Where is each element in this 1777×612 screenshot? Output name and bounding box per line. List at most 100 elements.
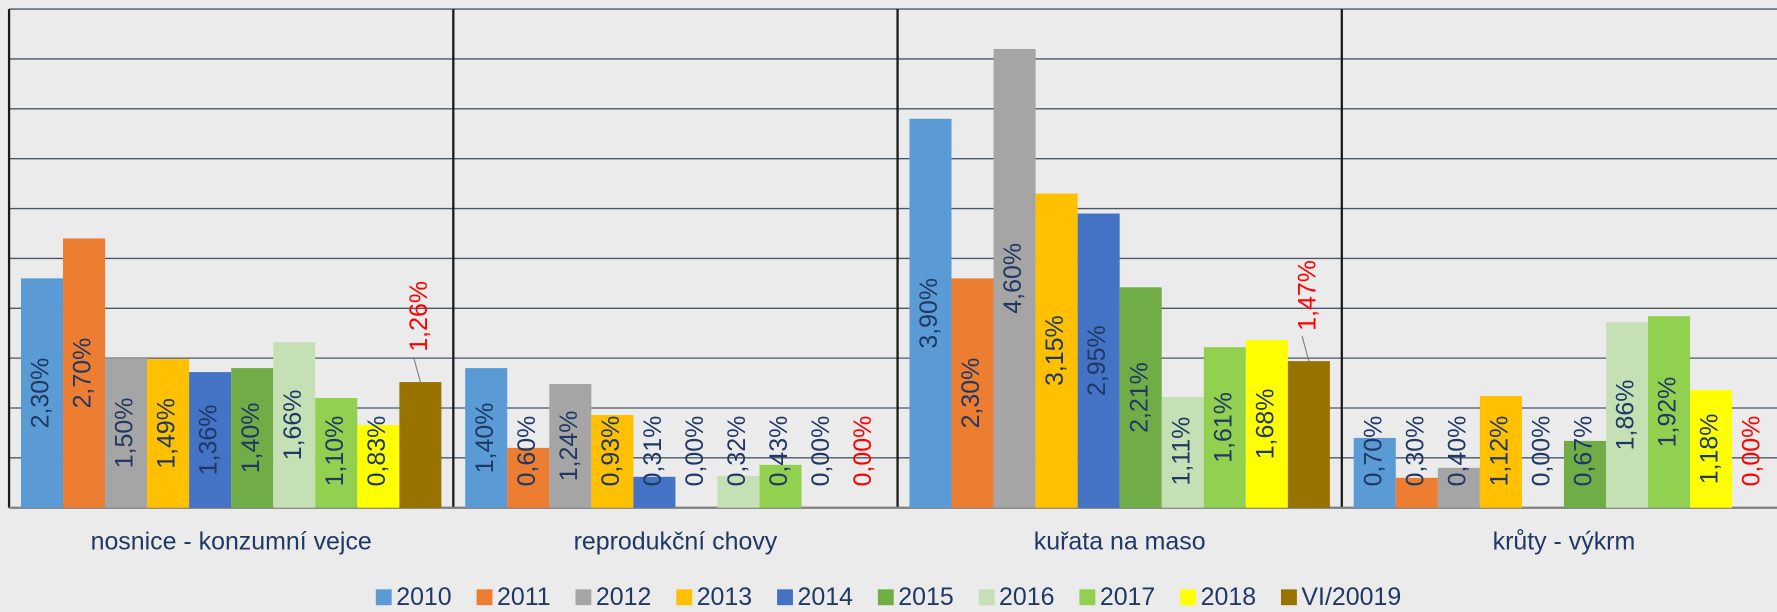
legend-swatch bbox=[777, 589, 793, 606]
data-label: 0,67% bbox=[1570, 416, 1598, 487]
data-label: 1,11% bbox=[1167, 417, 1195, 486]
leader-line bbox=[1301, 336, 1310, 362]
bar bbox=[105, 358, 148, 508]
bar bbox=[399, 382, 442, 508]
bar bbox=[147, 359, 190, 508]
data-label: 1,40% bbox=[237, 403, 265, 474]
data-label: 1,36% bbox=[195, 405, 223, 476]
bar bbox=[189, 372, 232, 508]
bar bbox=[1353, 437, 1396, 508]
data-label: 1,50% bbox=[111, 398, 139, 469]
bar bbox=[1287, 361, 1330, 508]
bar bbox=[315, 398, 358, 508]
bar bbox=[1161, 397, 1204, 508]
data-label: 0,00% bbox=[1738, 416, 1766, 487]
bar bbox=[1035, 193, 1078, 508]
legend-swatch bbox=[1180, 589, 1197, 606]
data-label: 1,49% bbox=[153, 398, 181, 469]
data-label: 1,61% bbox=[1209, 392, 1237, 463]
legend-label: 2011 bbox=[497, 583, 551, 611]
bar bbox=[273, 342, 316, 508]
data-label: 1,92% bbox=[1654, 377, 1682, 448]
data-label: 1,40% bbox=[471, 403, 499, 474]
data-label: 0,00% bbox=[681, 416, 709, 487]
legend-label: VI/20019 bbox=[1301, 583, 1401, 611]
legend-swatch bbox=[877, 589, 894, 606]
bar bbox=[1119, 287, 1162, 508]
data-label: 0,00% bbox=[807, 416, 835, 487]
legend-label: 2017 bbox=[1100, 583, 1155, 611]
data-label: 0,70% bbox=[1359, 416, 1387, 487]
bar bbox=[993, 48, 1036, 508]
data-label: 2,30% bbox=[27, 358, 55, 429]
bar bbox=[357, 424, 400, 508]
bar bbox=[20, 278, 64, 508]
data-label: 4,60% bbox=[999, 243, 1027, 314]
bar bbox=[1605, 322, 1649, 508]
bar bbox=[465, 368, 508, 508]
data-label: 2,30% bbox=[957, 358, 985, 429]
legend-label: 2014 bbox=[797, 583, 853, 611]
legend-label: 2013 bbox=[697, 583, 752, 611]
data-label: 0,30% bbox=[1401, 416, 1429, 487]
data-label: 0,32% bbox=[723, 416, 751, 487]
bar bbox=[231, 368, 274, 508]
data-label: 0,83% bbox=[363, 416, 391, 487]
data-label: 1,86% bbox=[1612, 380, 1640, 451]
bar bbox=[909, 118, 952, 508]
legend-label: 2015 bbox=[898, 583, 953, 611]
bar bbox=[1437, 467, 1480, 508]
bar bbox=[507, 447, 550, 508]
data-label: 3,15% bbox=[1041, 315, 1069, 386]
legend: 2010 2011 2012 2013 2014 2015 2016 2017 2018 VI/2… bbox=[375, 583, 1401, 611]
data-label: 1,12% bbox=[1485, 416, 1513, 487]
legend-swatch bbox=[375, 589, 392, 606]
data-label: 2,21% bbox=[1125, 362, 1153, 433]
x-tick-label: kuřata na maso bbox=[1034, 527, 1206, 555]
legend-label: 2012 bbox=[596, 583, 651, 611]
bar bbox=[633, 476, 676, 508]
leader-line bbox=[413, 356, 421, 383]
bar bbox=[759, 464, 802, 508]
legend-label: 2016 bbox=[999, 583, 1054, 611]
legend-label: 2018 bbox=[1201, 583, 1256, 611]
legend-swatch bbox=[476, 589, 493, 606]
data-label: 0,43% bbox=[765, 416, 793, 487]
x-tick-label: krůty - výkrm bbox=[1493, 527, 1636, 555]
bar bbox=[1648, 316, 1691, 508]
x-tick-label: reprodukční chovy bbox=[574, 527, 778, 555]
data-label: 1,47% bbox=[1293, 260, 1321, 331]
x-tick-label: nosnice - konzumní vejce bbox=[91, 527, 372, 555]
bar bbox=[951, 278, 994, 508]
legend-label: 2010 bbox=[396, 583, 451, 611]
bar bbox=[1479, 396, 1522, 508]
data-label: 1,10% bbox=[321, 416, 349, 487]
bar bbox=[1690, 390, 1733, 508]
legend-swatch bbox=[676, 589, 693, 606]
data-label: 2,95% bbox=[1083, 325, 1111, 396]
data-label: 0,60% bbox=[513, 416, 541, 487]
legend-swatch bbox=[575, 589, 592, 606]
data-label: 0,00% bbox=[849, 416, 877, 487]
bar bbox=[591, 414, 634, 508]
bar bbox=[1203, 347, 1246, 508]
bar bbox=[1245, 340, 1288, 508]
bar bbox=[1077, 213, 1120, 508]
data-label: 0,40% bbox=[1443, 416, 1471, 487]
bar bbox=[549, 384, 592, 508]
data-label: 0,93% bbox=[597, 416, 625, 487]
data-label: 2,70% bbox=[69, 338, 97, 409]
bar bbox=[717, 475, 760, 508]
data-label: 1,66% bbox=[279, 390, 307, 461]
data-label: 0,00% bbox=[1527, 416, 1555, 487]
bar bbox=[63, 238, 106, 508]
bar bbox=[1563, 440, 1606, 508]
data-label: 3,90% bbox=[915, 278, 943, 349]
data-label: 1,26% bbox=[405, 281, 433, 352]
data-label: 1,68% bbox=[1251, 389, 1279, 460]
legend-swatch bbox=[1281, 589, 1297, 606]
data-label: 0,31% bbox=[639, 416, 667, 487]
